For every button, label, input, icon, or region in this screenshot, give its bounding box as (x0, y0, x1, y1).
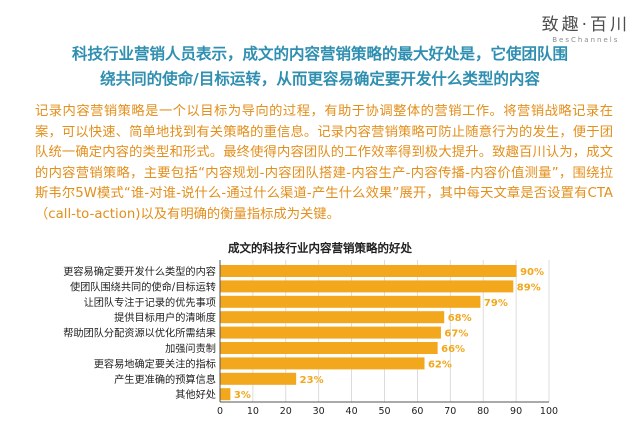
headline-line-1: 科技行业营销人员表示，成文的内容营销策略的最大好处是，它使团队围 (71, 45, 568, 63)
x-tick-label: 20 (280, 406, 292, 417)
brand-subtitle: BesChannels (552, 36, 620, 44)
body-paragraph: 记录内容营销策略是一个以目标为导向的过程，有助于协调整体的营销工作。将营销战略记… (35, 104, 613, 222)
bar-9 (220, 388, 231, 401)
x-tick-label: 100 (540, 406, 558, 417)
bar-1 (220, 265, 517, 277)
bar-5 (220, 326, 441, 339)
headline-line-2: 绕共同的使命/目标运转，从而更容易确定要开发什么类型的内容 (100, 70, 540, 88)
category-label: 产生更准确的预算信息 (114, 373, 216, 386)
x-tick-label: 70 (444, 406, 456, 417)
headline: 科技行业营销人员表示，成文的内容营销策略的最大好处是，它使团队围 绕共同的使命/… (0, 42, 640, 92)
category-label: 使团队围绕共同的使命/目标运转 (70, 280, 216, 293)
bar-6 (220, 342, 438, 354)
category-label: 让团队专注于记录的优先事项 (84, 296, 216, 309)
value-label: 68% (448, 313, 472, 324)
category-label: 更容易确定要开发什么类型的内容 (63, 265, 216, 278)
category-label: 帮助团队分配资源以优化所需结果 (63, 327, 216, 340)
chart-title: 成文的科技行业内容营销策略的好处 (228, 241, 412, 255)
x-tick-label: 90 (510, 406, 522, 417)
x-tick-label: 40 (346, 406, 358, 417)
bar-4 (220, 311, 445, 324)
bar-3 (220, 295, 481, 308)
bar-7 (220, 357, 425, 370)
value-label: 89% (517, 282, 541, 293)
brand-logo: 致趣·百川 BesChannels (542, 10, 630, 44)
bar-2 (220, 280, 514, 293)
x-tick-label: 50 (378, 406, 390, 417)
bar-8 (220, 372, 297, 385)
x-tick-label: 60 (411, 406, 423, 417)
category-label: 更容易地确定要关注的指标 (94, 357, 216, 370)
x-tick-label: 10 (247, 406, 259, 417)
category-label: 加强问责制 (165, 342, 216, 355)
value-label: 3% (234, 390, 251, 401)
x-tick-label: 80 (477, 406, 489, 417)
value-label: 67% (444, 329, 468, 340)
category-label: 提供目标用户的清晰度 (114, 311, 216, 324)
value-label: 66% (441, 344, 465, 355)
value-label: 23% (300, 375, 324, 386)
x-tick-label: 0 (217, 406, 223, 417)
value-label: 90% (520, 267, 544, 278)
value-label: 79% (484, 298, 508, 309)
value-label: 62% (428, 359, 452, 370)
brand-name: 致趣·百川 (541, 15, 630, 35)
x-tick-label: 30 (313, 406, 325, 417)
category-label: 其他好处 (175, 388, 216, 401)
